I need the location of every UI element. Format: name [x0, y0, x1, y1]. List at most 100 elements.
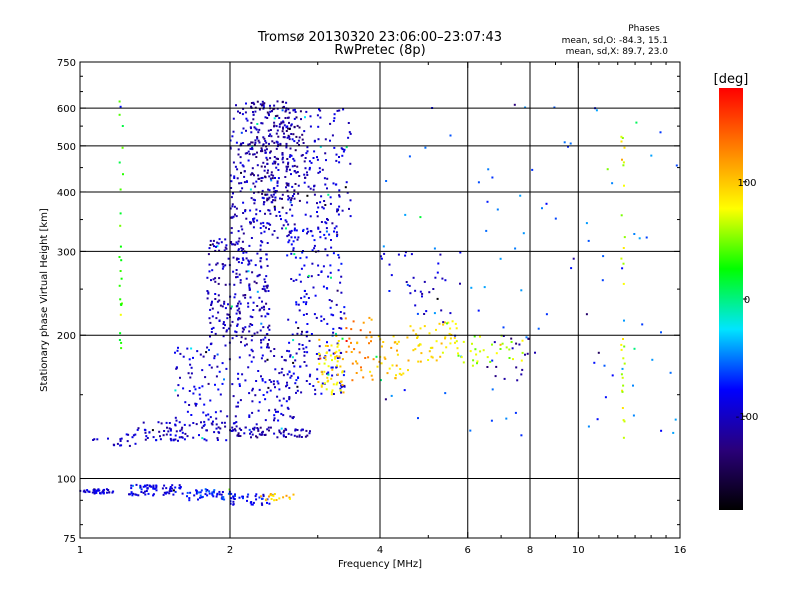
data-point [320, 392, 323, 395]
data-point [344, 317, 347, 320]
data-point [314, 393, 317, 396]
data-point [329, 139, 331, 142]
data-point [623, 236, 626, 239]
data-point [225, 439, 228, 442]
data-point [660, 429, 663, 432]
data-point [235, 241, 238, 244]
data-point [239, 317, 242, 320]
data-point [293, 227, 296, 230]
data-point [328, 349, 331, 352]
data-point [475, 353, 478, 356]
data-point [330, 239, 332, 241]
data-point [237, 377, 240, 380]
data-point [255, 208, 258, 211]
data-point [247, 366, 250, 369]
point-cluster [486, 335, 536, 382]
data-point [259, 495, 262, 498]
data-point [237, 153, 240, 156]
data-point [219, 393, 222, 396]
data-point [250, 237, 253, 239]
data-point [218, 249, 221, 252]
data-point [245, 270, 248, 273]
data-point [231, 426, 234, 429]
data-point [620, 373, 623, 376]
data-point [224, 283, 227, 286]
data-point [405, 281, 408, 283]
data-point [240, 225, 243, 228]
data-point [341, 358, 344, 361]
data-point [225, 244, 228, 247]
data-point [622, 357, 625, 360]
data-point [292, 361, 295, 364]
data-point [302, 301, 305, 304]
data-point [339, 365, 342, 368]
data-point [333, 230, 335, 233]
data-point [179, 376, 181, 379]
data-point [248, 416, 251, 418]
data-point [224, 246, 227, 249]
data-point [200, 421, 202, 424]
data-point [169, 437, 172, 440]
data-point [439, 253, 442, 256]
data-point [262, 225, 265, 228]
data-point [285, 227, 287, 230]
data-point [611, 182, 614, 185]
data-point [255, 498, 258, 501]
data-point [362, 321, 365, 324]
data-point [235, 258, 238, 261]
data-point [252, 301, 255, 304]
data-point [263, 308, 266, 311]
point-cluster [344, 316, 374, 382]
data-point [622, 282, 625, 285]
data-point [195, 492, 198, 495]
data-point [479, 335, 481, 338]
point-cluster [92, 433, 137, 447]
data-point [319, 116, 322, 119]
data-point [232, 243, 235, 246]
data-point [293, 193, 296, 195]
data-point [365, 336, 368, 339]
data-point [230, 497, 233, 500]
data-point [295, 379, 298, 382]
data-point [119, 245, 122, 248]
data-point [259, 103, 262, 106]
data-point [288, 496, 291, 499]
data-point [449, 327, 452, 330]
data-point [239, 279, 242, 282]
data-point [253, 103, 256, 106]
data-point [296, 142, 299, 144]
data-point [266, 222, 269, 225]
data-point [280, 412, 283, 415]
data-point [169, 486, 172, 489]
data-point [254, 185, 257, 188]
data-point [335, 153, 338, 156]
data-point [318, 338, 321, 341]
data-point [248, 283, 251, 286]
data-point [193, 385, 196, 388]
data-point [343, 312, 346, 315]
data-point [338, 189, 341, 192]
data-point [218, 490, 221, 493]
data-point [215, 317, 218, 320]
data-point [638, 237, 641, 240]
data-point [241, 187, 244, 190]
data-point [255, 180, 258, 183]
data-point [258, 108, 261, 111]
data-point [96, 438, 99, 441]
data-point [254, 264, 257, 267]
data-point [537, 327, 540, 330]
data-point [236, 309, 239, 312]
data-points [79, 100, 678, 506]
data-point [264, 165, 266, 168]
data-point [308, 168, 311, 171]
data-point [103, 488, 105, 491]
data-point [375, 355, 378, 358]
data-point [295, 391, 297, 394]
data-point [267, 198, 270, 201]
data-point [195, 489, 198, 492]
data-point [344, 186, 347, 189]
data-point [309, 115, 312, 118]
data-point [672, 431, 675, 434]
data-point [274, 196, 277, 199]
data-point [288, 371, 291, 373]
